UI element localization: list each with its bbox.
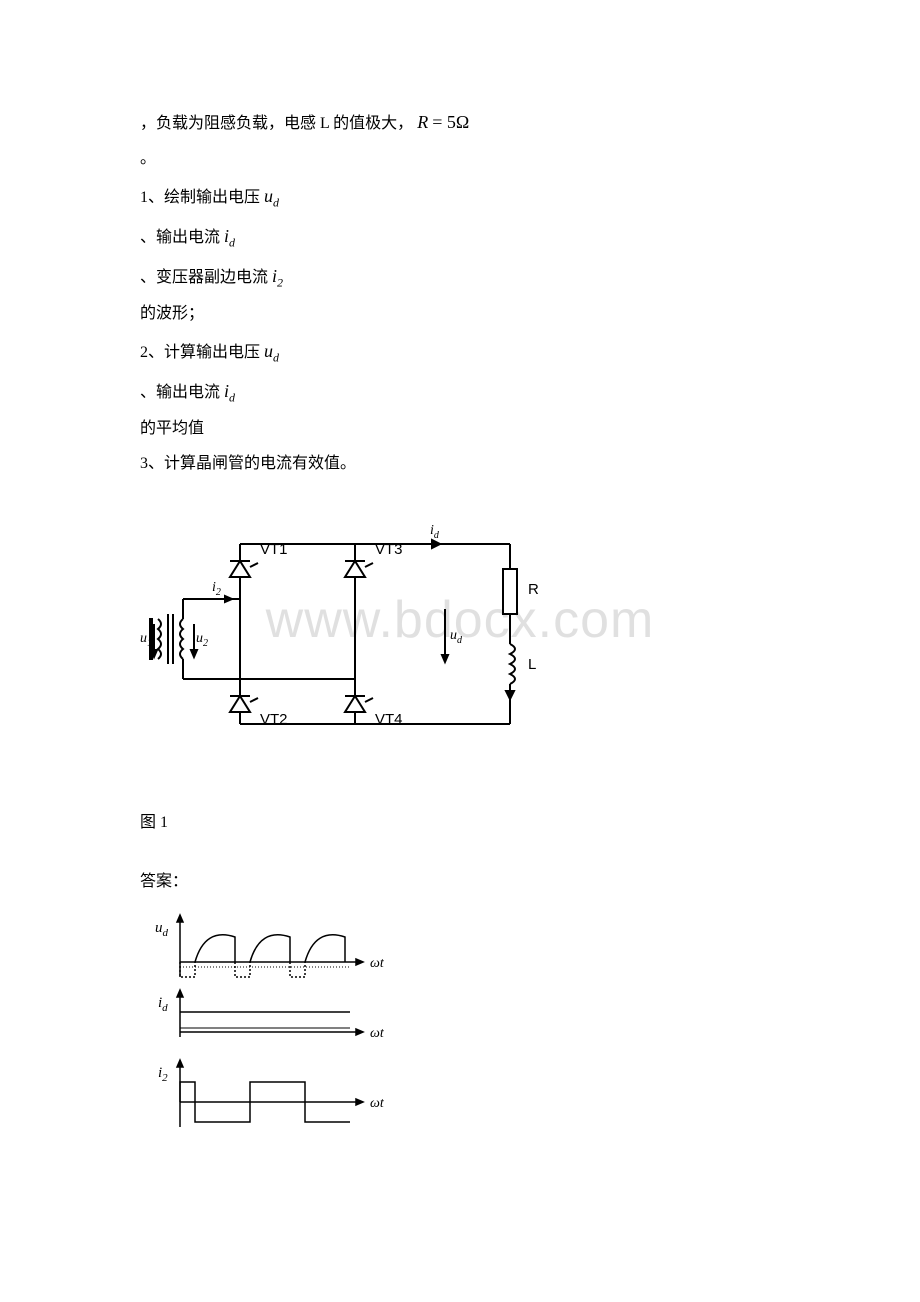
- wave-id-sub: d: [162, 1002, 168, 1014]
- wave-id-axis: ωt: [370, 1026, 385, 1041]
- circuit-svg: VT1 VT3 VT2 VT4 R L u1 u2 i2 ud id: [140, 499, 590, 779]
- var-R: R: [417, 112, 428, 132]
- waveform-figure: ud ωt id ωt: [140, 907, 400, 1147]
- line-q3: 3、计算晶闸管的电流有效值。: [140, 450, 780, 479]
- label-ud-sub: d: [457, 635, 463, 646]
- label-VT3: VT3: [375, 541, 403, 558]
- line-q2-part1: 2、计算输出电压 ud: [140, 335, 780, 369]
- wave-svg: ud ωt id ωt: [140, 907, 400, 1147]
- label-id-sub: d: [434, 530, 440, 541]
- svg-text:id: id: [158, 995, 168, 1014]
- text-segment: 、输出电流: [140, 229, 220, 246]
- svg-text:i2: i2: [212, 580, 221, 598]
- label-R: R: [528, 581, 539, 598]
- label-L: L: [528, 656, 536, 673]
- svg-text:ud: ud: [155, 920, 169, 939]
- wave-ud-label: u: [155, 920, 163, 936]
- line-q2-part2: 、输出电流 id: [140, 375, 780, 409]
- label-ud: u: [450, 628, 457, 643]
- var-ud2: ud: [264, 341, 279, 361]
- var-i2: i2: [272, 266, 283, 286]
- line-q1-part3: 、变压器副边电流 i2: [140, 260, 780, 294]
- var-ud: ud: [264, 186, 279, 206]
- wave-i2-axis: ωt: [370, 1096, 385, 1111]
- text-segment: 、变压器副边电流: [140, 269, 268, 286]
- line-q2-part3: 的平均值: [140, 415, 780, 444]
- svg-text:u2: u2: [196, 631, 208, 649]
- line-q1-part2: 、输出电流 id: [140, 220, 780, 254]
- figure-caption: 图 1: [140, 809, 780, 838]
- label-u2-sub: 2: [203, 638, 208, 649]
- label-VT2: VT2: [260, 711, 288, 728]
- wave-ud-sub: d: [163, 927, 169, 939]
- var-id2: id: [224, 381, 235, 401]
- line-load-description: ，负载为阻感负载，电感 L 的值极大， R = 5Ω: [140, 106, 780, 139]
- label-u1-sub: 1: [147, 638, 152, 649]
- label-VT4: VT4: [375, 711, 403, 728]
- var-id: id: [224, 226, 235, 246]
- circuit-figure: VT1 VT3 VT2 VT4 R L u1 u2 i2 ud id: [140, 499, 590, 779]
- line-q1-part4: 的波形；: [140, 300, 780, 329]
- label-u2: u: [196, 631, 203, 646]
- text-segment: ，负载为阻感负载，电感 L 的值极大，: [140, 115, 413, 132]
- text-segment: 2、计算输出电压: [140, 344, 260, 361]
- svg-text:id: id: [430, 523, 440, 541]
- wave-i2-sub: 2: [162, 1072, 168, 1084]
- text-segment: 、输出电流: [140, 384, 220, 401]
- svg-text:i2: i2: [158, 1065, 168, 1084]
- line-q1-part1: 1、绘制输出电压 ud: [140, 180, 780, 214]
- svg-text:ud: ud: [450, 628, 463, 646]
- answers-label: 答案：: [140, 868, 780, 897]
- label-i2-sub: 2: [216, 587, 221, 598]
- label-VT1: VT1: [260, 541, 288, 558]
- line-period: 。: [140, 145, 780, 174]
- wave-ud-axis: ωt: [370, 956, 385, 971]
- var-R-value: = 5Ω: [432, 112, 469, 132]
- text-segment: 1、绘制输出电压: [140, 189, 260, 206]
- label-u1: u: [140, 631, 147, 646]
